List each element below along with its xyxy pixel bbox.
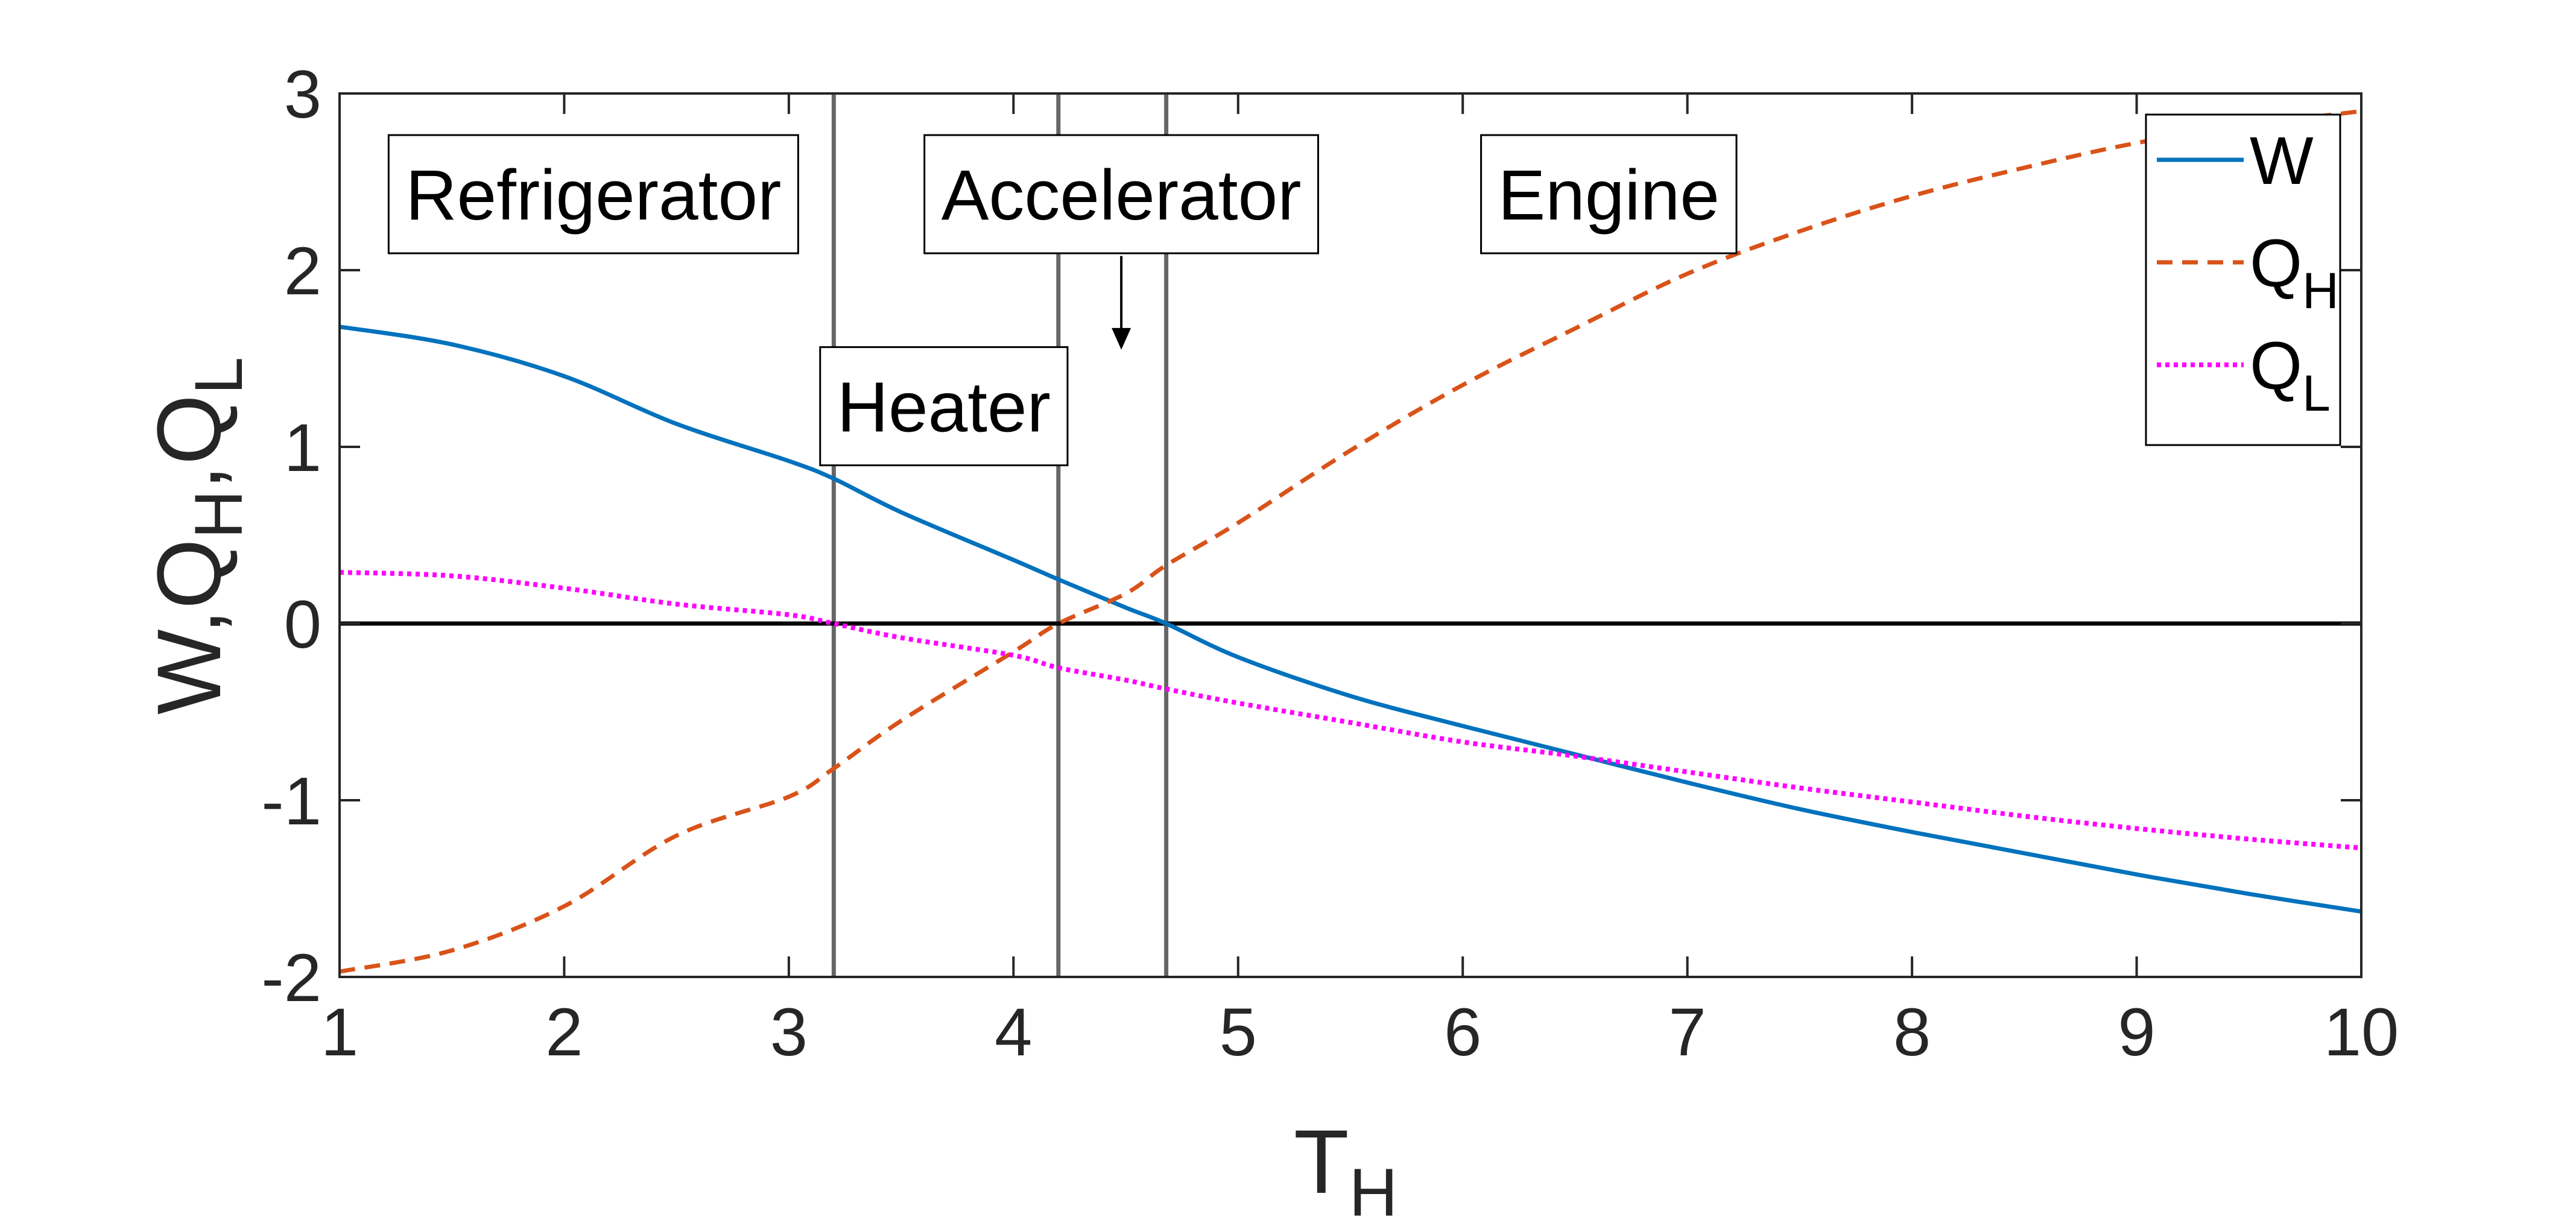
legend-box: [2145, 113, 2341, 446]
annotation-label: Heater: [837, 368, 1051, 447]
annotation-box: [819, 346, 1069, 467]
legend-entry-W: W: [2157, 123, 2314, 198]
annotation-accelerator: Accelerator: [923, 134, 1320, 254]
arrow-head: [1112, 327, 1131, 350]
annotation-label: Refrigerator: [405, 156, 781, 235]
x-tick-label: 4: [995, 994, 1032, 1070]
y-tick-label: 1: [284, 410, 321, 485]
legend-entry-QH: QH: [2157, 226, 2339, 319]
x-tick-label: 1: [321, 994, 358, 1070]
y-tick-label: 0: [284, 587, 321, 662]
annotation-box: [923, 134, 1320, 254]
legend-label: W: [2250, 123, 2314, 198]
annotation-box: [1480, 134, 1738, 254]
series-QL-line: [339, 570, 2362, 851]
series-W-line: [339, 324, 2362, 914]
annotation-box: [387, 134, 799, 254]
axis-ticks: 1 2 3 4 5 6 7 8 9 10 -2 -1 0 1 2 3: [261, 57, 2399, 1070]
annotation-engine: Engine: [1480, 134, 1738, 254]
x-tick-label: 6: [1444, 994, 1481, 1070]
annotation-heater: Heater: [819, 346, 1069, 467]
x-tick-label: 2: [545, 994, 583, 1070]
y-tick-label: -1: [261, 763, 321, 839]
series-QH-line: [339, 109, 2362, 974]
y-tick-label: -2: [261, 940, 321, 1016]
x-tick-label: 5: [1220, 994, 1257, 1070]
x-tick-label: 9: [2118, 994, 2155, 1070]
y-axis-title-part-1: W,Q: [138, 539, 239, 715]
region-annotations: Refrigerator Accelerator Engine Heater: [387, 134, 1738, 467]
legend-entry-QL: QL: [2157, 328, 2331, 422]
legend-label: QH: [2250, 226, 2339, 319]
y-axis-title-sub-l: L: [181, 357, 256, 394]
legend-label: QL: [2250, 328, 2331, 422]
y-tick-label: 3: [284, 57, 321, 132]
series-lines: [339, 109, 2362, 974]
x-tick-label: 7: [1669, 994, 1706, 1070]
x-tick-label: 10: [2324, 994, 2399, 1070]
y-axis-title-part-2: ,Q: [138, 394, 239, 490]
annotation-refrigerator: Refrigerator: [387, 134, 799, 254]
x-axis-title-main: T: [1294, 1111, 1349, 1212]
y-axis-title: W,QH,QL: [138, 357, 256, 715]
y-tick-label: 2: [284, 233, 321, 309]
annotation-label: Accelerator: [941, 156, 1302, 235]
x-axis-title-sub: H: [1349, 1155, 1398, 1226]
plot-frame: [338, 92, 2362, 978]
x-tick-label: 3: [770, 994, 808, 1070]
x-tick-label: 8: [1893, 994, 1931, 1070]
x-axis-title: TH: [1294, 1111, 1398, 1226]
annotation-label: Engine: [1498, 156, 1720, 235]
y-axis-title-sub-h: H: [181, 490, 256, 539]
